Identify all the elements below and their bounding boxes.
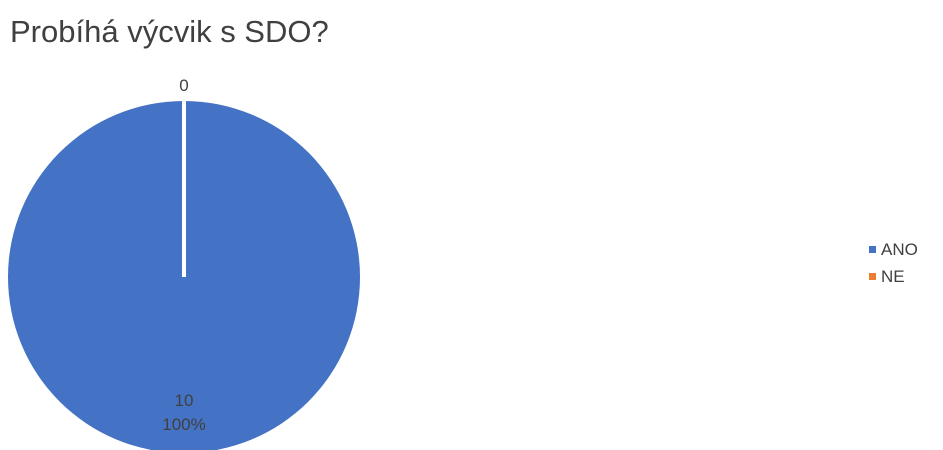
legend-item-ano: ANO [869,236,918,263]
legend-item-ne: NE [869,263,918,290]
legend: ANO NE [869,236,918,290]
chart-title: Probíhá výcvik s SDO? [10,14,329,49]
data-label-percent-ano: 100% [162,415,205,434]
legend-swatch-ano [869,246,876,253]
data-label-value-ne: 0 [179,76,188,95]
legend-label-ne: NE [881,266,905,286]
legend-swatch-ne [869,273,876,280]
data-label-value-ano: 10 [175,391,194,410]
legend-label-ano: ANO [881,239,918,259]
